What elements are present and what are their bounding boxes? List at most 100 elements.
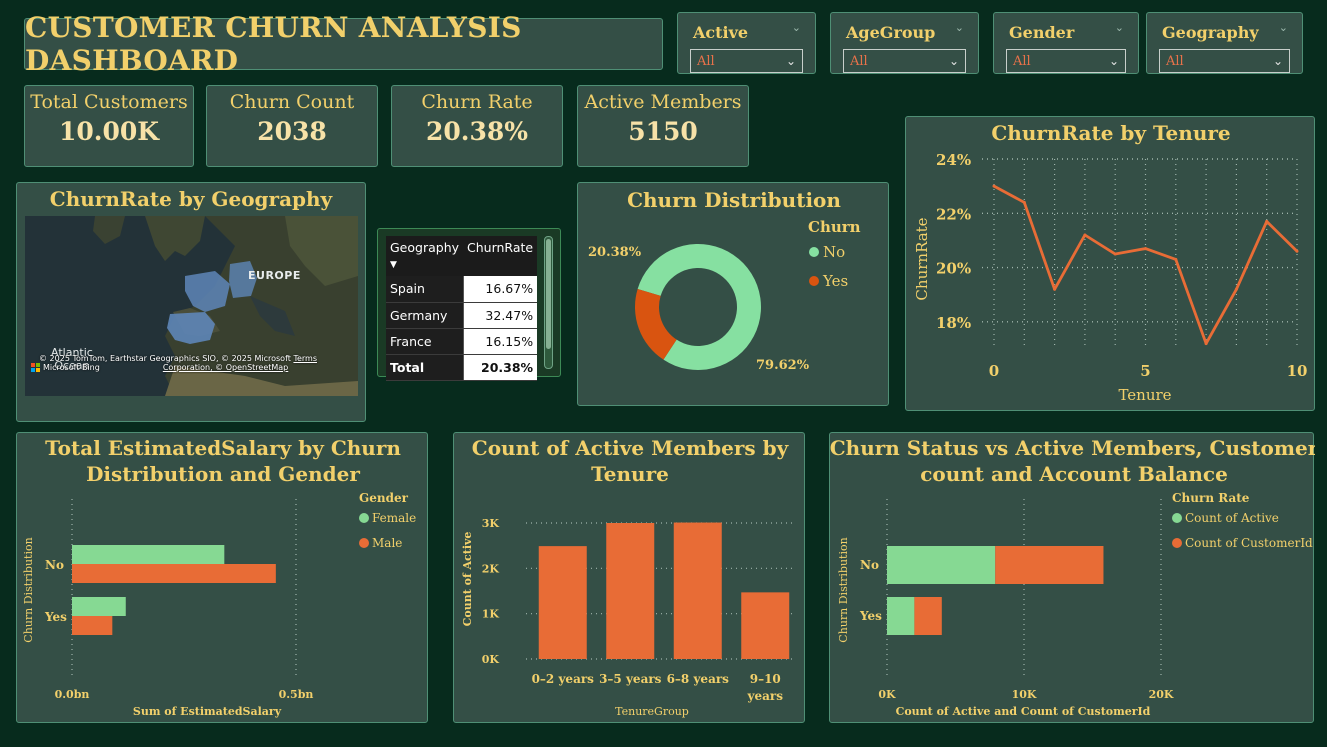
header-label: Geography — [390, 240, 460, 255]
chevron-down-icon[interactable]: ⌄ — [948, 54, 959, 68]
map-label-atlantic: Atlantic Ocean — [51, 346, 93, 372]
sort-down-icon[interactable]: ▼ — [390, 260, 397, 270]
dashboard-title: CUSTOMER CHURN ANALYSIS DASHBOARD — [24, 11, 663, 77]
bing-label: Microsoft Bing — [43, 363, 100, 372]
kpi-value: 20.38% — [425, 117, 529, 146]
y-tick-label: 3K — [482, 517, 500, 530]
chart-title: Churn Status vs Active Members, Customer — [830, 436, 1315, 460]
data-point — [1083, 233, 1087, 237]
kpi-value: 10.00K — [58, 117, 159, 146]
x-tick-label: 0.5bn — [279, 688, 314, 701]
cell-total-label: Total — [386, 354, 464, 381]
bar-0 — [538, 546, 587, 659]
chart-title: Churn Distribution — [627, 188, 841, 212]
table-header-geography[interactable]: Geography ▼ — [386, 236, 464, 276]
slicer-agegroup[interactable]: AgeGroup ⌄ All ⌄ — [830, 12, 979, 74]
chevron-down-icon[interactable]: ⌄ — [1272, 54, 1283, 68]
slicer-agegroup-dropdown[interactable]: All ⌄ — [843, 49, 966, 73]
chart-title: Count of Active Members by — [472, 436, 790, 460]
y-axis-label: Churn Distribution — [22, 537, 35, 642]
chevron-down-icon[interactable]: ⌄ — [791, 21, 801, 34]
table-row[interactable]: Germany 32.47% — [386, 302, 538, 329]
bar-female-no — [72, 545, 225, 564]
x-tick-label: 0K — [878, 688, 896, 701]
map-label-europe: EUROPE — [248, 269, 301, 282]
chart-title: ChurnRate by Tenure — [991, 121, 1230, 145]
chevron-down-icon[interactable]: ⌄ — [785, 54, 796, 68]
churn-distribution-chart: Churn Distribution 79.62% 20.38% Churn No Yes — [588, 188, 861, 373]
slicer-geography-value: All — [1166, 53, 1184, 69]
map-attribution: © 2025 TomTom, Earthstar Geographics SIO… — [31, 354, 317, 372]
landmass — [93, 216, 125, 244]
legend-marker-no — [809, 247, 819, 257]
y-tick-label: 22% — [936, 205, 971, 223]
churn-vs-active-panel: Churn Status vs Active Members, Customer… — [829, 432, 1319, 723]
chevron-down-icon[interactable]: ⌄ — [954, 21, 964, 34]
churn-vs-active-chart: Churn Status vs Active Members, Customer… — [830, 436, 1319, 718]
kpi-total-customers: Total Customers 10.00K — [24, 85, 194, 167]
kpi-churn-rate: Churn Rate 20.38% — [391, 85, 563, 167]
terms-link[interactable]: Terms — [293, 354, 317, 363]
x-tick-label: 10K — [1012, 688, 1037, 701]
y-axis-label: Churn Distribution — [837, 537, 850, 642]
data-point — [1265, 219, 1269, 223]
slicer-geography[interactable]: Geography ⌄ All ⌄ — [1146, 12, 1303, 74]
chevron-down-icon[interactable]: ⌄ — [1114, 21, 1124, 34]
y-axis-label: ChurnRate — [913, 217, 931, 300]
germany-region — [229, 261, 257, 298]
legend-marker — [1172, 513, 1182, 523]
table-header-churnrate[interactable]: ChurnRate — [463, 236, 538, 276]
table-row[interactable]: Spain 16.67% — [386, 276, 538, 303]
kpi-label: Active Members — [584, 91, 742, 113]
chart-title: Total EstimatedSalary by Churn — [45, 436, 401, 460]
x-tick-label: 3–5 years — [599, 672, 662, 686]
chevron-down-icon[interactable]: ⌄ — [1278, 21, 1288, 34]
legend-marker-yes — [809, 276, 819, 286]
x-axis-label: Count of Active and Count of CustomerId — [896, 705, 1151, 718]
table-scrollbar[interactable] — [544, 236, 553, 369]
x-axis-label: TenureGroup — [615, 705, 689, 718]
kpi-label: Total Customers — [30, 91, 188, 113]
x-axis-label: Sum of EstimatedSalary — [133, 705, 282, 718]
legend-title: Churn — [808, 218, 861, 236]
bar-male-yes — [72, 616, 113, 635]
cell-geography: Spain — [386, 276, 464, 303]
legend-label: Count of CustomerId — [1185, 536, 1313, 550]
legend-title: Gender — [359, 491, 409, 505]
y-tick-label: 24% — [936, 151, 971, 169]
y-tick-label: No — [860, 558, 879, 572]
y-tick-label: 0K — [482, 653, 500, 666]
kpi-active-members: Active Members 5150 — [577, 85, 749, 167]
slicer-gender[interactable]: Gender ⌄ All ⌄ — [993, 12, 1139, 74]
y-axis-label: Count of Active — [461, 532, 474, 627]
slicer-geography-dropdown[interactable]: All ⌄ — [1159, 49, 1290, 73]
attribution-osm-link[interactable]: Corporation, © OpenStreetMap — [162, 363, 289, 372]
slicer-agegroup-label: AgeGroup — [846, 23, 936, 42]
x-tick-label: 5 — [1140, 362, 1150, 380]
chart-title: Distribution and Gender — [86, 462, 360, 486]
slicer-active-dropdown[interactable]: All ⌄ — [690, 49, 803, 73]
cell-geography: France — [386, 328, 464, 355]
slice-label-no: 79.62% — [756, 358, 810, 373]
legend-title: Churn Rate — [1172, 491, 1250, 505]
churnrate-tenure-chart: ChurnRate by Tenure 18% 20% 22% 24% 0 5 10 Tenur… — [913, 121, 1307, 404]
legend-label: Female — [372, 511, 416, 525]
x-tick-label: 0–2 years — [532, 672, 595, 686]
cell-geography: Germany — [386, 302, 464, 329]
geography-table: Geography ▼ ChurnRate Spain 16.67% German… — [386, 236, 538, 381]
donut-slice-no — [637, 244, 761, 370]
legend-marker — [359, 513, 369, 523]
table-row[interactable]: France 16.15% — [386, 328, 538, 355]
legend-marker — [1172, 538, 1182, 548]
bar-1 — [606, 523, 655, 659]
slicer-gender-dropdown[interactable]: All ⌄ — [1006, 49, 1126, 73]
sea — [250, 296, 295, 336]
slicer-active[interactable]: Active ⌄ All ⌄ — [677, 12, 816, 74]
legend-label-yes: Yes — [822, 272, 848, 290]
y-tick-label: 18% — [936, 314, 971, 332]
x-tick-label: 9–10 — [750, 672, 781, 686]
europe-map[interactable]: EUROPE Atlantic Ocean — [25, 216, 358, 396]
scrollbar-thumb[interactable] — [546, 239, 551, 349]
y-tick-label: Yes — [44, 610, 67, 624]
chevron-down-icon[interactable]: ⌄ — [1108, 54, 1119, 68]
